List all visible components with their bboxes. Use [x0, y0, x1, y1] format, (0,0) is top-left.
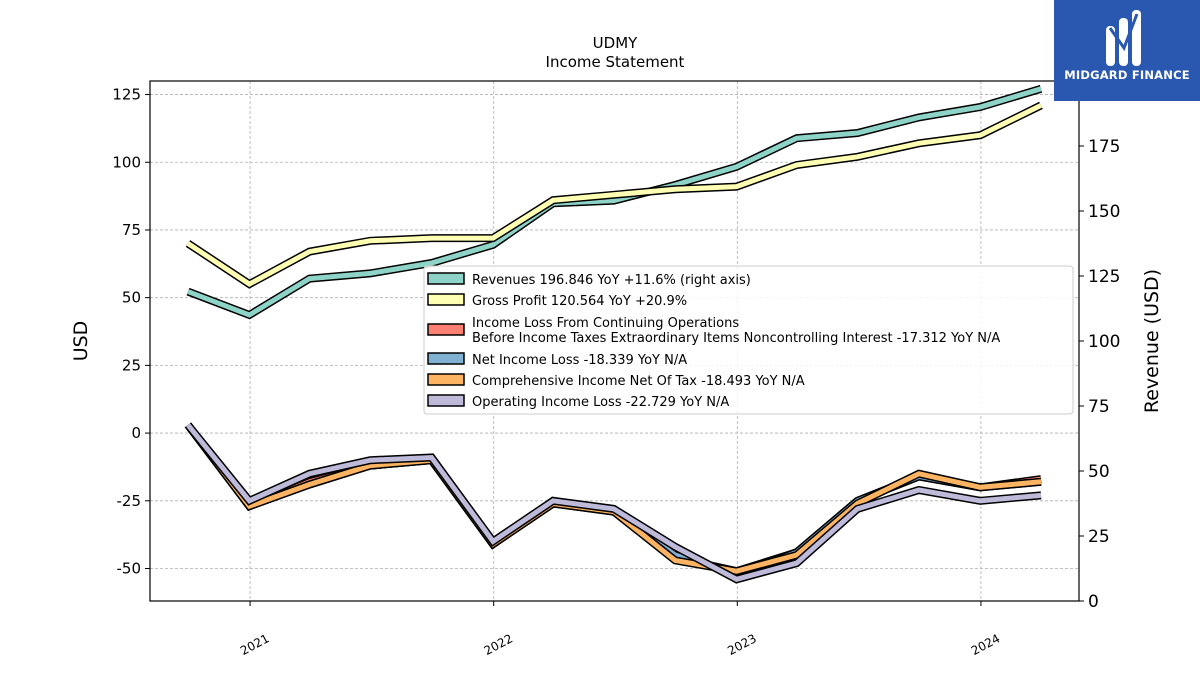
series-line-gross-profit — [186, 103, 1043, 288]
right-tick-label: 75 — [1088, 397, 1110, 417]
left-tick-label: -50 — [117, 560, 142, 578]
legend-box — [423, 265, 1074, 415]
left-tick-label: 0 — [131, 424, 141, 442]
x-tick-label: 2023 — [725, 631, 759, 658]
right-tick-label: 125 — [1088, 267, 1120, 287]
series-outline-comprehensive-income-net-of-tax — [184, 422, 1042, 576]
right-tick-label: 25 — [1088, 527, 1110, 547]
right-tick-label: 175 — [1088, 137, 1120, 157]
brand-logo: MIDGARD FINANCE — [1054, 0, 1200, 101]
series-line-income-loss-from-continuing-operations-before-income-taxes-extraordinary-items-noncontrolling-interest — [186, 423, 1042, 574]
chart-subtitle: Income Statement — [546, 53, 685, 71]
right-axis: 0 25 50 75 100 125 150 175 — [1079, 137, 1120, 612]
legend-swatch — [427, 272, 465, 285]
x-tick-label: 2022 — [482, 631, 516, 658]
right-tick-label: 0 — [1088, 592, 1099, 612]
legend-swatch — [427, 293, 465, 306]
y-axis-label: USD — [70, 321, 92, 362]
left-tick-label: -25 — [117, 492, 142, 510]
series-line-revenues — [187, 86, 1042, 318]
legend-label: Gross Profit 120.564 YoY +20.9% — [472, 294, 687, 309]
x-axis: 2021 2022 2023 2024 — [238, 601, 1002, 658]
series-line-net-income-loss — [186, 423, 1042, 577]
right-tick-label: 150 — [1088, 202, 1120, 222]
series-outline-net-income-loss — [184, 422, 1042, 579]
series-line-operating-income-loss — [186, 423, 1042, 582]
x-tick-label: 2024 — [969, 631, 1003, 658]
x-tick-label: 2021 — [238, 631, 272, 658]
legend-label: Revenues 196.846 YoY +11.6% (right axis) — [472, 273, 751, 288]
left-tick-label: 100 — [112, 153, 141, 171]
chart-title: UDMY — [593, 34, 638, 52]
right-tick-label: 50 — [1088, 462, 1110, 482]
series-outline-operating-income-loss — [184, 422, 1042, 584]
right-tick-label: 100 — [1088, 332, 1120, 352]
legend-label: Income Loss From Continuing Operations — [472, 316, 739, 331]
brand-mark-icon — [1106, 10, 1141, 66]
legend-swatch — [427, 373, 465, 386]
legend-label: Before Income Taxes Extraordinary Items … — [472, 331, 1000, 346]
legend-label: Comprehensive Income Net Of Tax -18.493 … — [472, 374, 805, 389]
legend-label: Net Income Loss -18.339 YoY N/A — [472, 353, 687, 368]
left-tick-label: 25 — [122, 356, 141, 374]
series-outline-income-loss-from-continuing-operations-before-income-taxes-extraordinary-items-noncontrolling-interest — [184, 422, 1042, 576]
left-axis: -50 -25 0 25 50 75 100 125 — [112, 86, 150, 578]
legend-swatch — [427, 394, 465, 407]
legend-swatch — [427, 323, 465, 336]
legend: Revenues 196.846 YoY +11.6% (right axis)… — [423, 265, 1074, 415]
left-tick-label: 75 — [122, 221, 141, 239]
legend-swatch — [427, 352, 465, 365]
brand-name: MIDGARD FINANCE — [1064, 68, 1190, 82]
legend-label: Operating Income Loss -22.729 YoY N/A — [472, 395, 729, 410]
series-lines — [184, 84, 1043, 584]
left-tick-label: 50 — [122, 289, 141, 307]
left-tick-label: 125 — [112, 86, 141, 104]
right-axis-label: Revenue (USD) — [1141, 269, 1163, 413]
series-line-comprehensive-income-net-of-tax — [186, 423, 1042, 574]
